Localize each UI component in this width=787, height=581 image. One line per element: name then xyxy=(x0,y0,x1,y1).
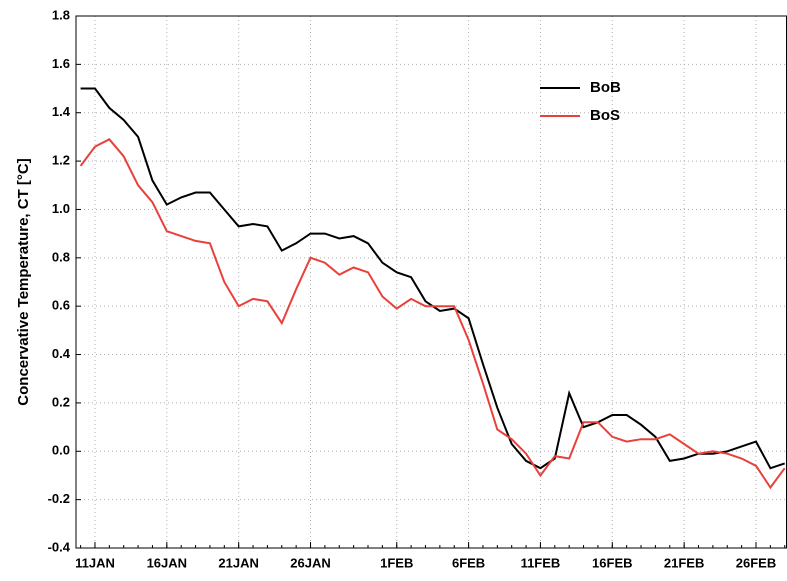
y-tick-label: 1.0 xyxy=(52,201,70,216)
x-tick-label: 16JAN xyxy=(147,555,187,570)
x-tick-label: 6FEB xyxy=(452,555,485,570)
x-tick-label: 1FEB xyxy=(380,555,413,570)
x-tick-label: 26FEB xyxy=(736,555,776,570)
y-tick-label: -0.2 xyxy=(48,491,70,506)
y-tick-label: 1.8 xyxy=(52,7,70,22)
y-tick-label: -0.4 xyxy=(48,539,71,554)
y-tick-label: 0.4 xyxy=(52,346,71,361)
y-tick-label: 1.6 xyxy=(52,56,70,71)
y-axis-label: Concervative Temperature, CT [°C] xyxy=(15,158,32,405)
y-tick-label: 0.6 xyxy=(52,298,70,313)
y-tick-label: 0.2 xyxy=(52,394,70,409)
x-tick-label: 16FEB xyxy=(592,555,632,570)
x-tick-label: 21FEB xyxy=(664,555,704,570)
x-tick-label: 21JAN xyxy=(218,555,258,570)
y-tick-label: 1.2 xyxy=(52,153,70,168)
series-line xyxy=(80,87,786,470)
legend-label: BoB xyxy=(590,79,621,96)
x-tick-label: 11JAN xyxy=(75,555,115,570)
x-tick-label: 26JAN xyxy=(290,555,330,570)
y-tick-label: 1.4 xyxy=(52,104,71,119)
legend-label: BoS xyxy=(590,107,620,124)
series-line xyxy=(79,138,786,490)
x-tick-label: 11FEB xyxy=(521,555,561,570)
y-tick-label: 0.0 xyxy=(52,443,70,458)
y-tick-label: 0.8 xyxy=(52,249,70,264)
plot-frame xyxy=(75,15,787,549)
